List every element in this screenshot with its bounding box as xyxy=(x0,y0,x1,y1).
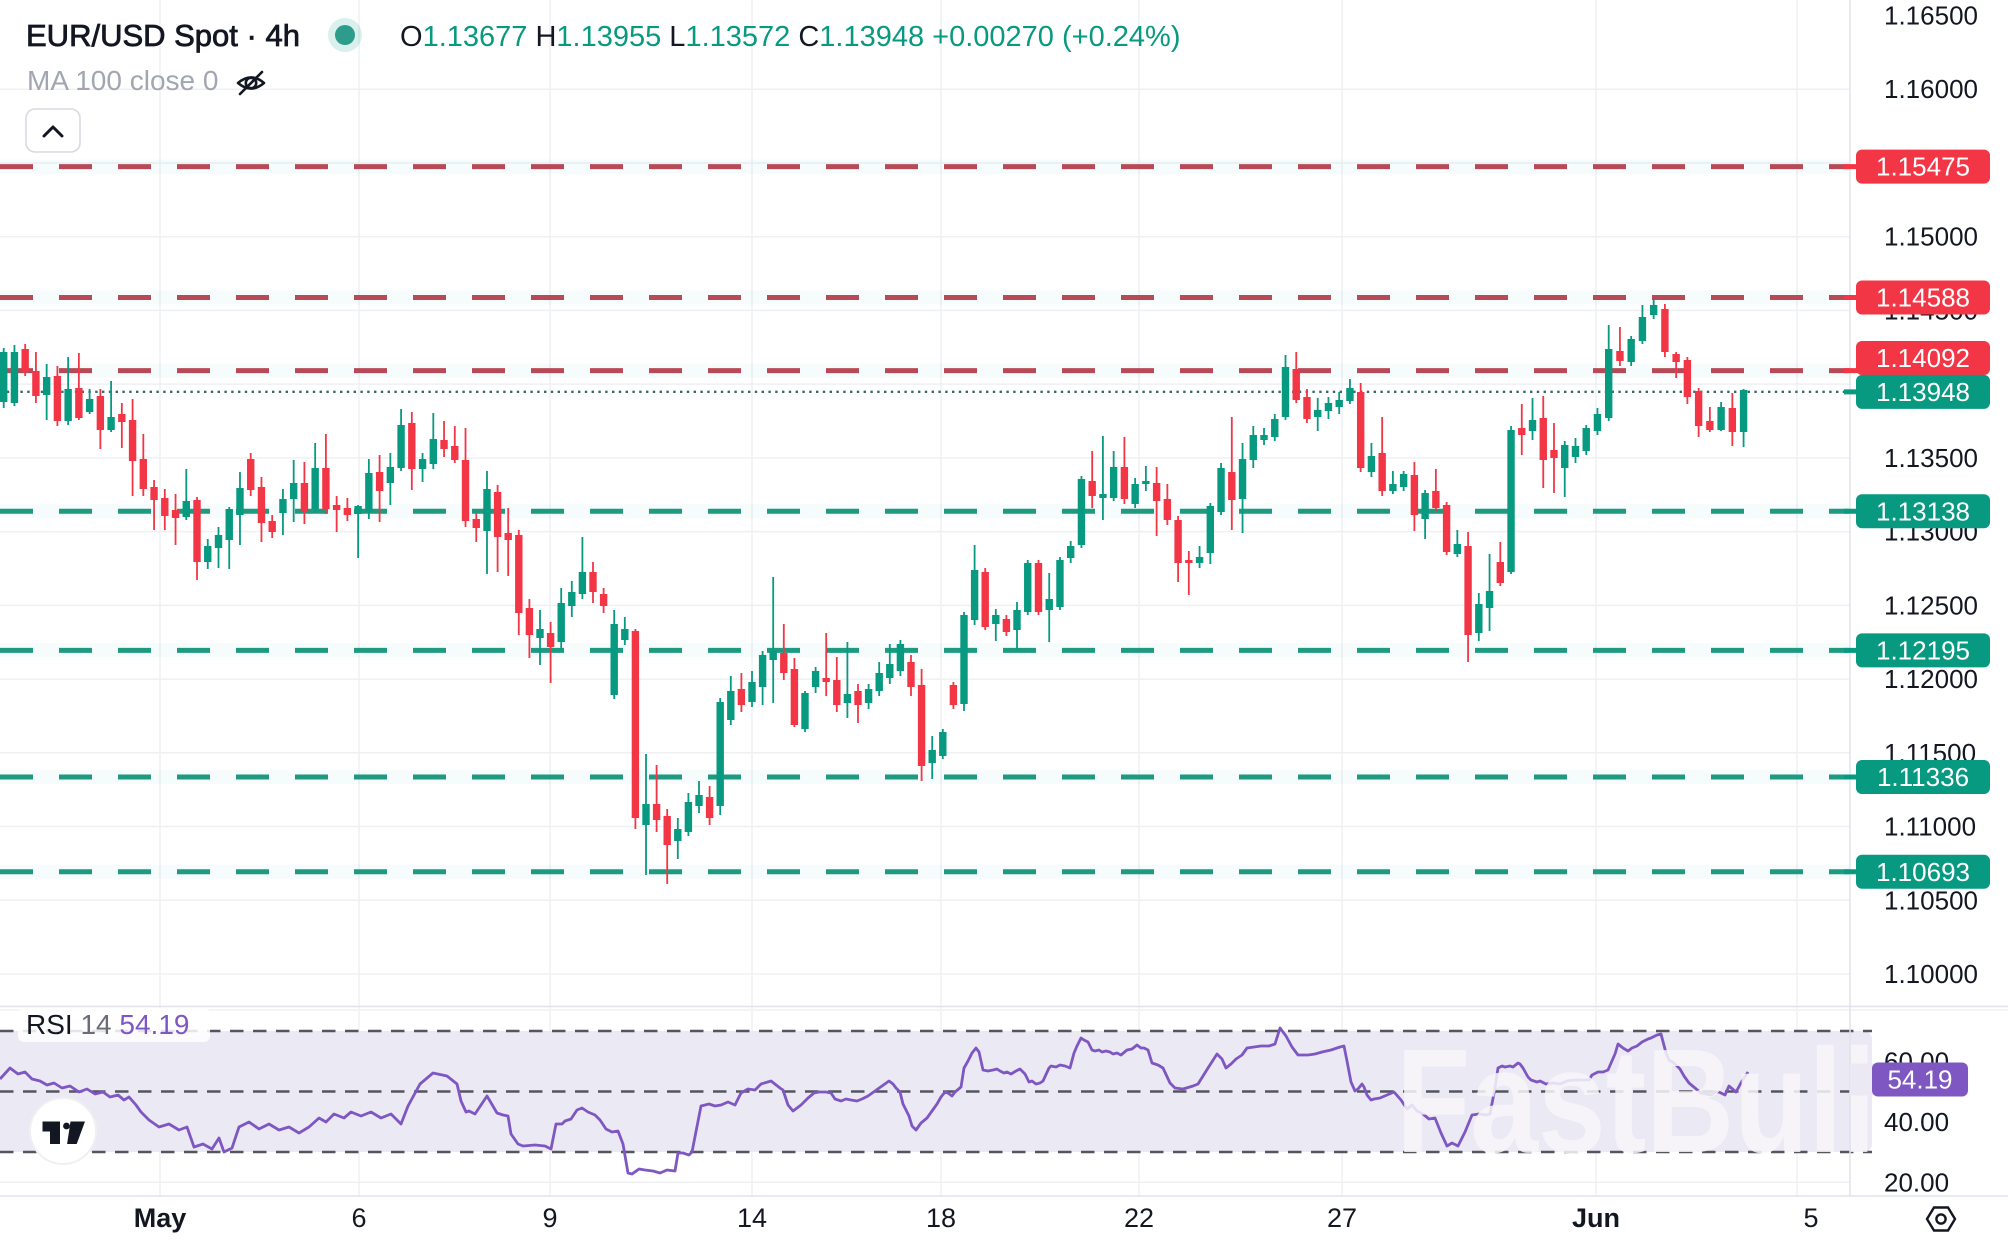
svg-text:18: 18 xyxy=(926,1203,956,1233)
svg-text:1.13138: 1.13138 xyxy=(1876,496,1970,526)
svg-text:22: 22 xyxy=(1124,1203,1154,1233)
svg-text:1.12500: 1.12500 xyxy=(1884,590,1978,620)
svg-text:1.10693: 1.10693 xyxy=(1876,857,1970,887)
svg-text:1.12000: 1.12000 xyxy=(1884,664,1978,694)
svg-text:1.11336: 1.11336 xyxy=(1877,762,1969,792)
svg-text:FastBull: FastBull xyxy=(1396,1019,1876,1184)
svg-text:RSI 14 54.19: RSI 14 54.19 xyxy=(26,1009,189,1040)
svg-text:1.15000: 1.15000 xyxy=(1884,222,1978,252)
svg-text:14: 14 xyxy=(737,1203,767,1233)
svg-text:1.15475: 1.15475 xyxy=(1876,152,1970,182)
svg-text:1.10500: 1.10500 xyxy=(1884,885,1978,915)
svg-text:5: 5 xyxy=(1803,1203,1818,1233)
svg-text:1.16500: 1.16500 xyxy=(1884,1,1978,31)
svg-text:1.10000: 1.10000 xyxy=(1884,959,1978,989)
svg-text:9: 9 xyxy=(542,1203,557,1233)
svg-text:1.14092: 1.14092 xyxy=(1876,343,1970,373)
svg-text:27: 27 xyxy=(1327,1203,1357,1233)
svg-text:May: May xyxy=(134,1203,187,1233)
svg-text:1.13948: 1.13948 xyxy=(1876,377,1970,407)
svg-text:Jun: Jun xyxy=(1572,1203,1620,1233)
svg-text:EUR/USD Spot · 4h: EUR/USD Spot · 4h xyxy=(26,18,300,53)
svg-text:MA 100 close 0: MA 100 close 0 xyxy=(27,65,218,96)
svg-text:1.11000: 1.11000 xyxy=(1884,812,1976,842)
svg-text:1.12195: 1.12195 xyxy=(1876,635,1970,665)
svg-text:54.19: 54.19 xyxy=(1887,1065,1952,1095)
svg-text:6: 6 xyxy=(351,1203,366,1233)
svg-text:1.14588: 1.14588 xyxy=(1876,282,1970,312)
svg-text:O1.13677 H1.13955 L1.13572 C1.: O1.13677 H1.13955 L1.13572 C1.13948 +0.0… xyxy=(400,21,1180,53)
svg-text:1.16000: 1.16000 xyxy=(1884,74,1978,104)
svg-text:40.00: 40.00 xyxy=(1884,1107,1949,1137)
svg-text:1.13500: 1.13500 xyxy=(1884,443,1978,473)
svg-text:20.00: 20.00 xyxy=(1884,1167,1949,1197)
